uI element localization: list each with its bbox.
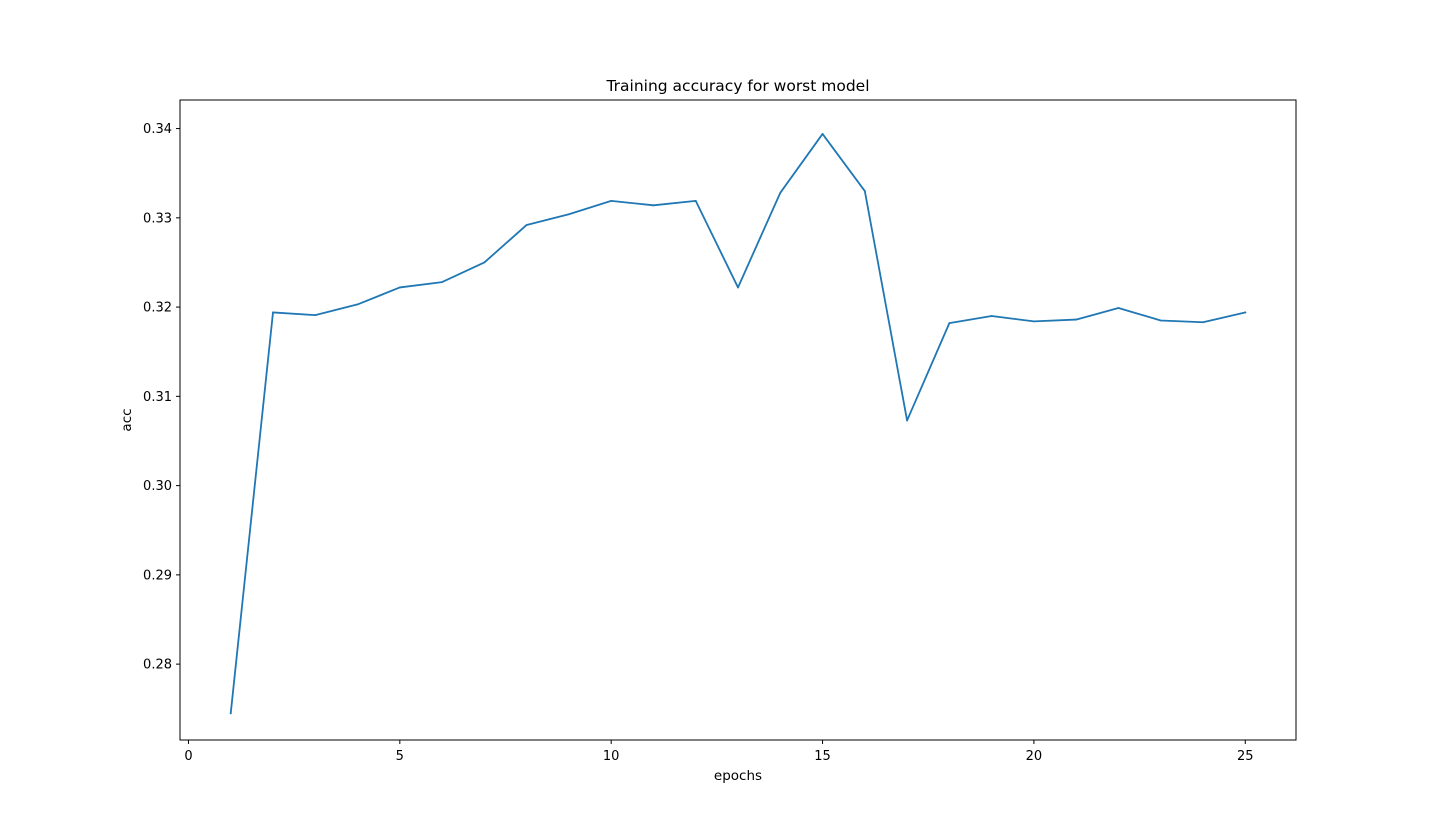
y-tick-label: 0.28 (143, 658, 172, 673)
x-axis-label: epochs (714, 768, 762, 784)
data-point (1244, 311, 1247, 314)
data-point (694, 199, 697, 202)
data-point (610, 199, 613, 202)
data-point (948, 322, 951, 325)
y-axis-label: acc (119, 408, 135, 431)
y-tick-label: 0.34 (143, 122, 172, 137)
x-tick-label: 15 (814, 749, 831, 764)
data-point (398, 286, 401, 289)
series-layer (229, 133, 1247, 715)
data-point (356, 303, 359, 306)
x-tick-label: 0 (184, 749, 192, 764)
data-point (821, 133, 824, 135)
x-tick-label: 10 (603, 749, 620, 764)
data-point (272, 311, 274, 314)
y-tick-label: 0.31 (143, 390, 172, 405)
data-point (1033, 320, 1035, 323)
data-point (525, 224, 528, 226)
data-point (1202, 321, 1204, 324)
y-tick-label: 0.33 (143, 211, 172, 226)
data-point (483, 261, 486, 264)
data-point (1117, 307, 1120, 309)
ticks-layer: 0 5 10 15 20 25 0.28 0.29 0.30 0.31 0.32 0.33 0.34 (143, 122, 1253, 764)
y-tick-label: 0.32 (143, 301, 172, 316)
y-tick-label: 0.29 (143, 568, 172, 583)
x-tick-label: 5 (396, 749, 404, 764)
data-point (990, 315, 993, 317)
data-point (906, 419, 908, 422)
data-point (1159, 319, 1162, 322)
data-point (652, 204, 655, 207)
data-point (737, 286, 739, 289)
chart-title: Training accuracy for worst model (605, 77, 869, 95)
data-point (441, 281, 443, 283)
data-point (314, 314, 317, 317)
data-point (779, 191, 782, 194)
data-point (1075, 318, 1078, 321)
data-point (863, 190, 866, 192)
plot-area (180, 100, 1296, 740)
x-tick-label: 25 (1237, 749, 1254, 764)
data-point (229, 712, 232, 715)
x-tick-label: 20 (1026, 749, 1043, 764)
data-point (568, 213, 570, 216)
y-tick-label: 0.30 (143, 479, 172, 494)
plot-frame (179, 99, 1297, 741)
